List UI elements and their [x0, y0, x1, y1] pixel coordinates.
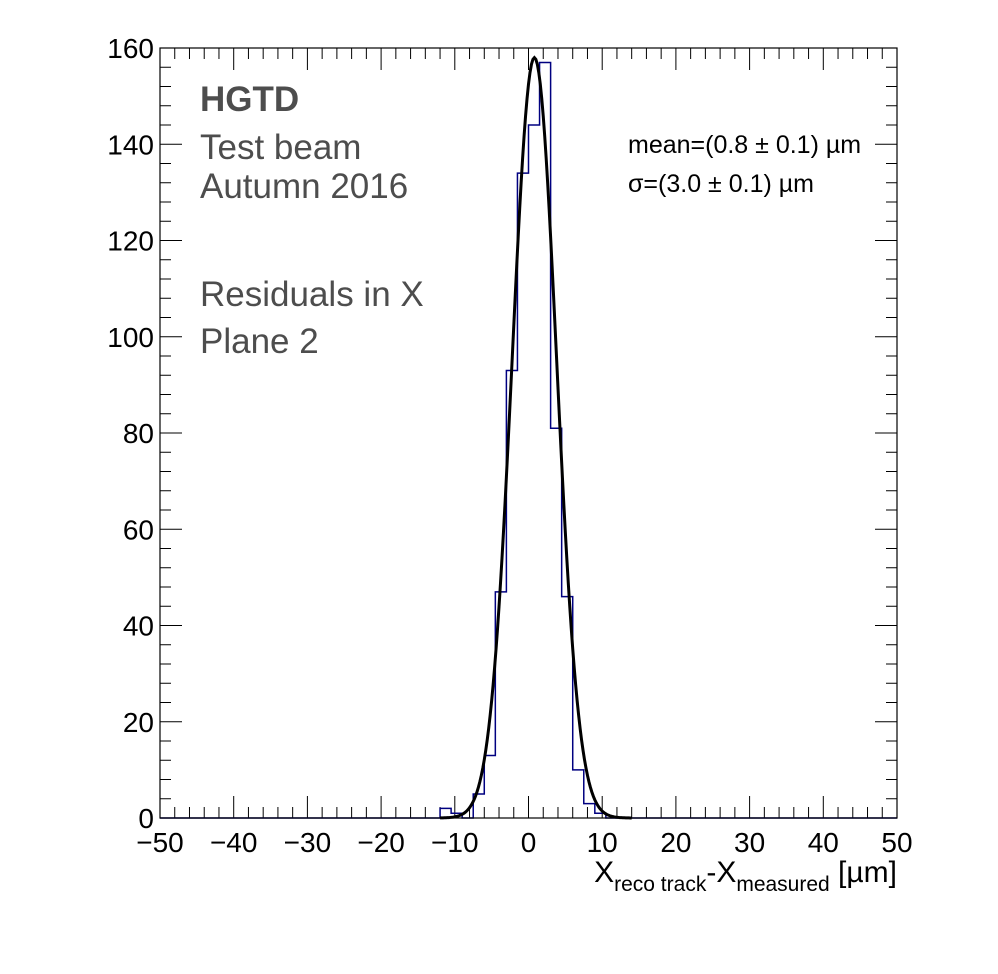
- x-axis-title: Xreco track-Xmeasured [µm]: [594, 856, 897, 896]
- axis-ticks: [159, 47, 898, 819]
- experiment-label: HGTD: [200, 80, 299, 119]
- x-tick-label: −10: [431, 827, 479, 858]
- plot-frame: [159, 47, 898, 819]
- fit-mean-label: mean=(0.8 ± 0.1) µm: [628, 131, 861, 159]
- gaussian-fit-curve: [440, 55, 632, 820]
- y-tick-label: 40: [123, 611, 154, 642]
- x-tick-label: 30: [734, 827, 765, 858]
- x-tick-label: −50: [136, 827, 184, 858]
- x-axis-title-sub1: reco track: [614, 873, 707, 896]
- annotation-residuals: Residuals in X: [200, 275, 424, 314]
- y-tick-label: 60: [123, 514, 154, 545]
- x-tick-label: 40: [808, 827, 839, 858]
- x-axis-title-part1: X: [594, 856, 614, 889]
- annotation-date: Autumn 2016: [200, 167, 408, 206]
- y-tick-labels: 0 20 40 60 80 100 120 140 160: [107, 33, 154, 834]
- x-tick-labels: −50 −40 −30 −20 −10 0 10 20 30 40 50: [136, 827, 912, 858]
- y-tick-label: 100: [107, 322, 154, 353]
- y-tick-label: 0: [138, 803, 154, 834]
- y-tick-label: 20: [123, 707, 154, 738]
- x-tick-label: 50: [881, 827, 912, 858]
- y-tick-label: 140: [107, 129, 154, 160]
- y-tick-label: 120: [107, 226, 154, 257]
- x-tick-label: −20: [357, 827, 405, 858]
- y-tick-label: 80: [123, 418, 154, 449]
- x-tick-label: 20: [660, 827, 691, 858]
- annotation-test-beam: Test beam: [200, 128, 361, 167]
- x-tick-label: 10: [587, 827, 618, 858]
- x-axis-title-sub2: measured: [736, 873, 829, 896]
- y-tick-label: 160: [107, 33, 154, 64]
- x-axis-title-part2: -X: [706, 856, 736, 889]
- x-axis-title-unit: [µm]: [830, 856, 897, 889]
- histogram-series: [160, 61, 897, 819]
- x-tick-label: 0: [521, 827, 537, 858]
- x-tick-label: −30: [284, 827, 332, 858]
- x-tick-label: −40: [210, 827, 258, 858]
- fit-sigma-label: σ=(3.0 ± 0.1) µm: [628, 170, 814, 198]
- annotation-plane: Plane 2: [200, 322, 319, 361]
